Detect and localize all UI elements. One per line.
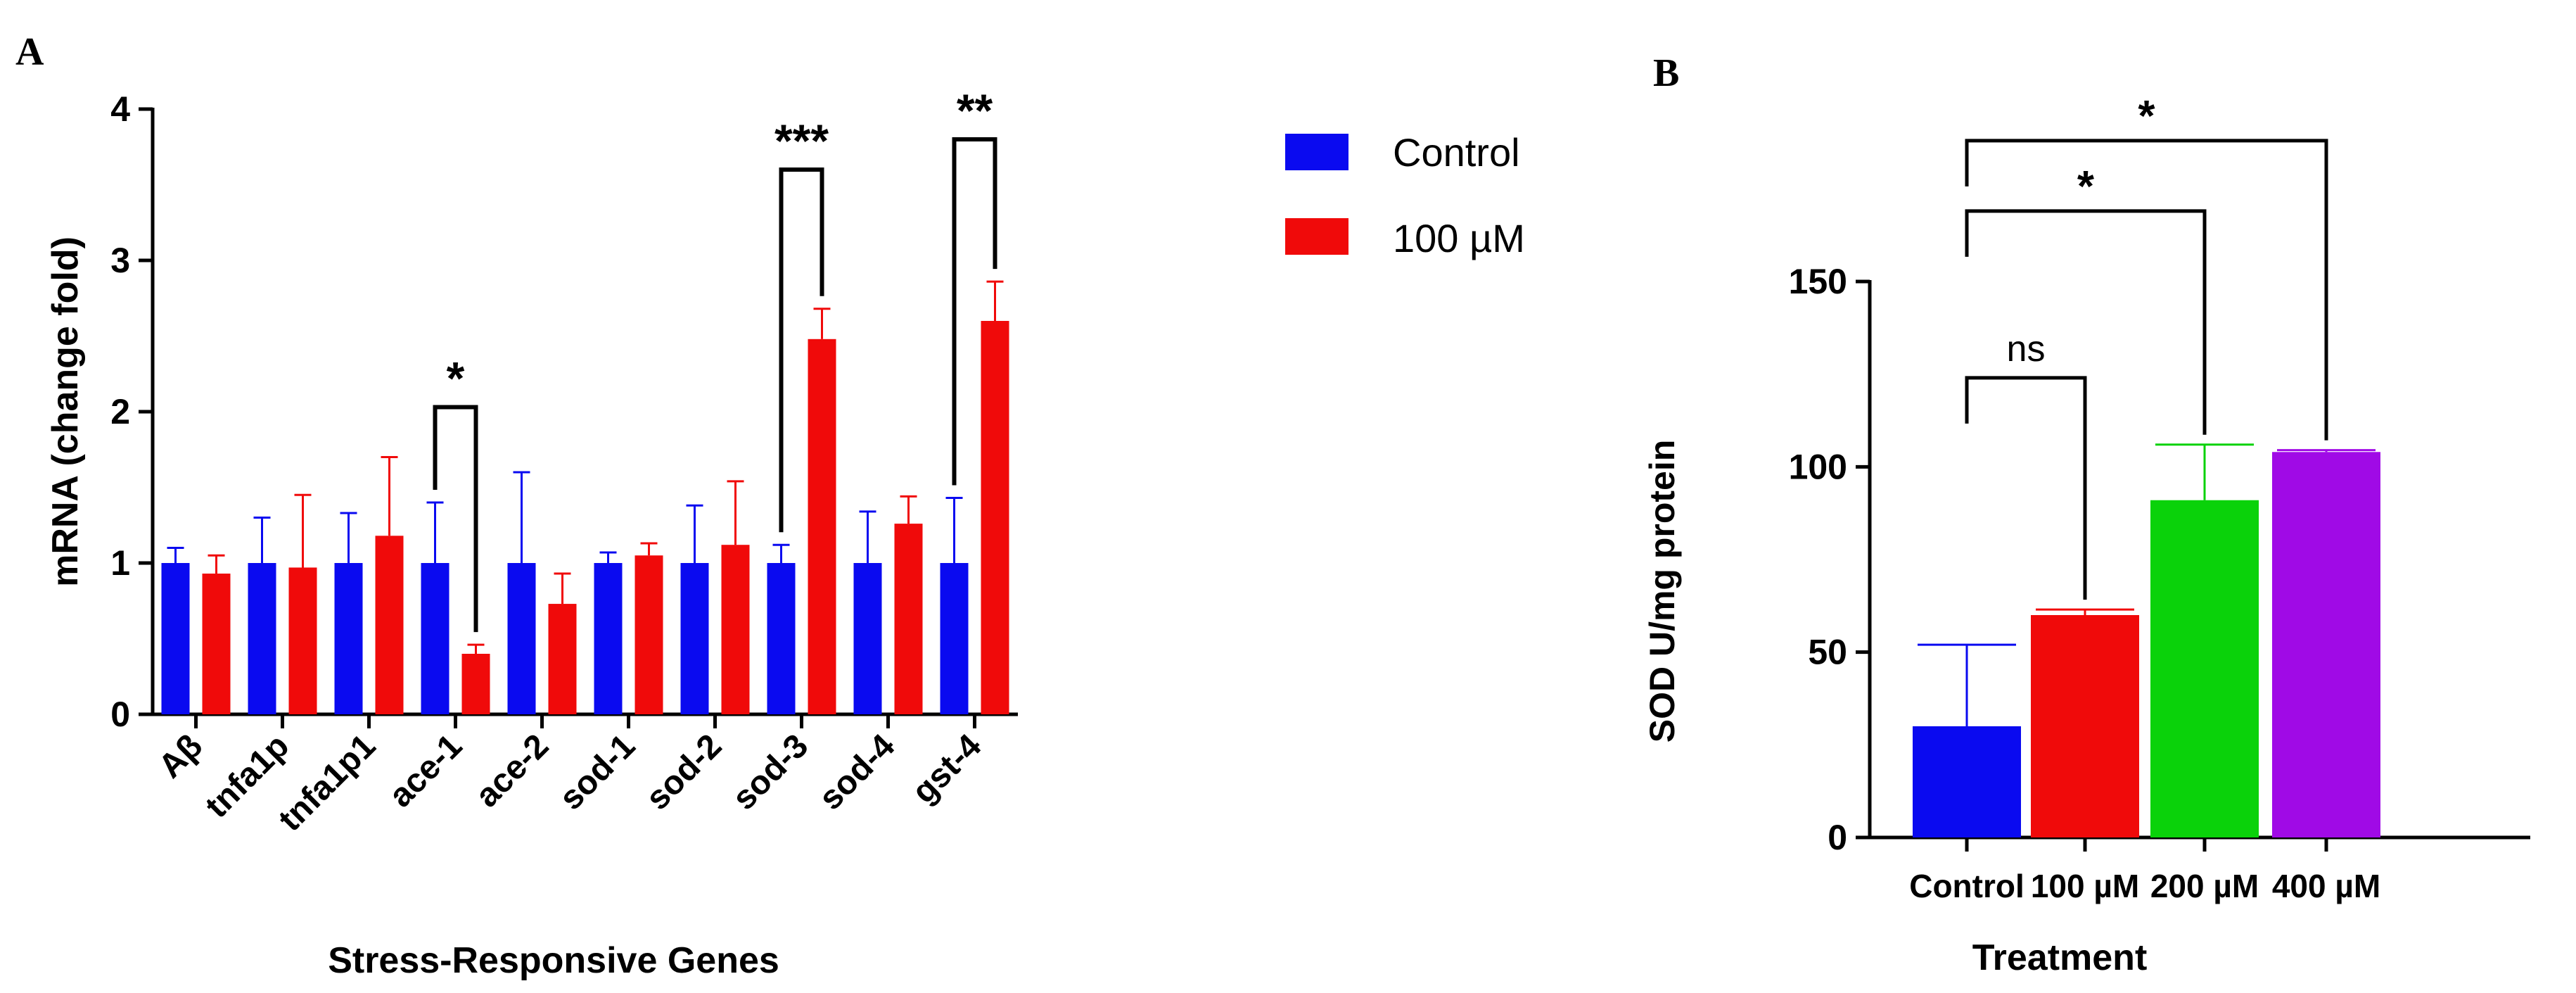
bar-100um: [548, 604, 577, 714]
panel-a-x-tick-label: sod-1: [552, 727, 642, 817]
significance-label: *: [447, 353, 465, 405]
panel-a-x-tick-label: tnfa1p1: [272, 727, 383, 838]
bar-control: [767, 563, 796, 714]
comparison-bracket: [1965, 376, 2087, 600]
significance-bracket: [952, 137, 997, 486]
panel-a-x-tick-label: Aβ: [152, 727, 210, 785]
panel-a-y-axis-label: mRNA (change fold): [45, 236, 86, 587]
legend-swatch-control: [1285, 134, 1348, 170]
bar-100um: [721, 545, 750, 714]
bar-100um: [981, 321, 1009, 714]
bar-control: [594, 563, 623, 714]
panel-a-x-tick-label: gst-4: [905, 727, 989, 811]
panel-b-label: B: [1653, 51, 1679, 95]
bar-control: [161, 563, 190, 714]
comparison-bracket: [1965, 139, 2328, 441]
panel-a-x-tick-label: ace-2: [468, 727, 556, 814]
panel-a-y-tick-label: 4: [110, 89, 130, 129]
panel-a-x-tick-label: sod-2: [639, 727, 729, 817]
bar-100um: [635, 555, 663, 714]
comparison-bracket: [1965, 209, 2207, 435]
bar-control: [1913, 726, 2021, 837]
panel-a-y-tick-label: 0: [110, 695, 130, 734]
bar-100um: [808, 339, 836, 714]
significance-label: ***: [774, 115, 829, 167]
bar-control: [507, 563, 536, 714]
legend-swatch-100um: [1285, 218, 1348, 255]
significance-bracket: [433, 405, 478, 633]
bar-200m: [2150, 500, 2259, 837]
panel-a-y-tick-label: 3: [110, 241, 130, 280]
panel-b-y-tick-label: 0: [1828, 818, 1847, 857]
panel-b-plot: 0 50 100 150 Control 100 µM 200 µM 400 µM ns * *: [1789, 92, 2530, 904]
panel-b-x-tick-label: Control: [1909, 868, 2025, 904]
bar-100um: [202, 574, 231, 714]
comparison-label: *: [2077, 163, 2095, 211]
panel-a-x-tick-label: sod-3: [725, 727, 815, 817]
comparison-label: *: [2138, 92, 2155, 141]
bar-100um: [461, 654, 490, 714]
significance-label: **: [957, 84, 993, 137]
panel-b-x-tick-label: 200 µM: [2150, 868, 2259, 904]
bar-control: [334, 563, 363, 714]
panel-b-y-tick-label: 150: [1789, 262, 1847, 301]
bar-100um: [375, 536, 404, 714]
bar-100m: [2031, 615, 2139, 837]
panel-a-x-axis-label: Stress-Responsive Genes: [328, 940, 779, 981]
panel-a-label: A: [15, 30, 44, 74]
bar-400m: [2272, 452, 2380, 837]
bar-control: [853, 563, 882, 714]
bar-100um: [288, 567, 317, 714]
legend-label-100um: 100 µM: [1393, 216, 1525, 260]
panel-b-y-tick-label: 50: [1808, 633, 1847, 672]
bar-control: [421, 563, 449, 714]
panel-b-x-axis-label: Treatment: [1972, 937, 2148, 978]
panel-a-x-tick-label: sod-4: [812, 727, 902, 817]
panel-a-y-tick-label: 1: [110, 543, 130, 583]
bar-100um: [894, 524, 923, 714]
panel-b-y-axis-label: SOD U/mg protein: [1643, 440, 1682, 743]
legend-label-control: Control: [1393, 130, 1520, 175]
panel-b-x-tick-label: 400 µM: [2272, 868, 2380, 904]
panel-a-plot: 01234Aβtnfa1ptnfa1p1ace-1ace-2sod-1sod-2…: [110, 84, 1018, 838]
bar-control: [680, 563, 709, 714]
panel-b-y-tick-label: 100: [1789, 447, 1847, 486]
comparison-label: ns: [2007, 329, 2046, 369]
bar-control: [248, 563, 276, 714]
panel-a-y-tick-label: 2: [110, 392, 130, 431]
significance-bracket: [779, 167, 824, 533]
panel-b-x-tick-label: 100 µM: [2031, 868, 2139, 904]
panel-a-x-tick-label: ace-1: [382, 727, 469, 814]
bar-control: [940, 563, 969, 714]
